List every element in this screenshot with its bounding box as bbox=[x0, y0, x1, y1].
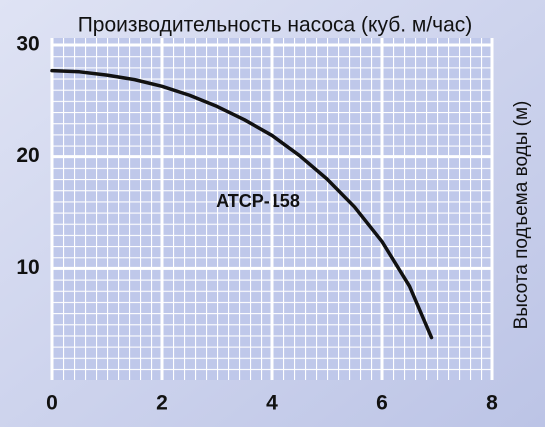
annotation: ATCP-158 bbox=[216, 191, 300, 211]
chart-title: Производительность насоса (куб. м/час) bbox=[78, 14, 473, 37]
x-tick-label: 6 bbox=[376, 392, 388, 415]
x-tick-label: 4 bbox=[266, 392, 278, 415]
x-tick-label: 0 bbox=[46, 392, 58, 415]
x-tick-label: 8 bbox=[486, 392, 498, 415]
y-tick-label: 20 bbox=[16, 144, 39, 167]
y-tick-label: 10 bbox=[16, 256, 39, 279]
curve bbox=[50, 68, 434, 340]
x-tick-label: 2 bbox=[156, 392, 168, 415]
y-tick-label: 30 bbox=[16, 33, 39, 56]
y-axis-label: Высота подъема воды (м) bbox=[511, 101, 532, 330]
